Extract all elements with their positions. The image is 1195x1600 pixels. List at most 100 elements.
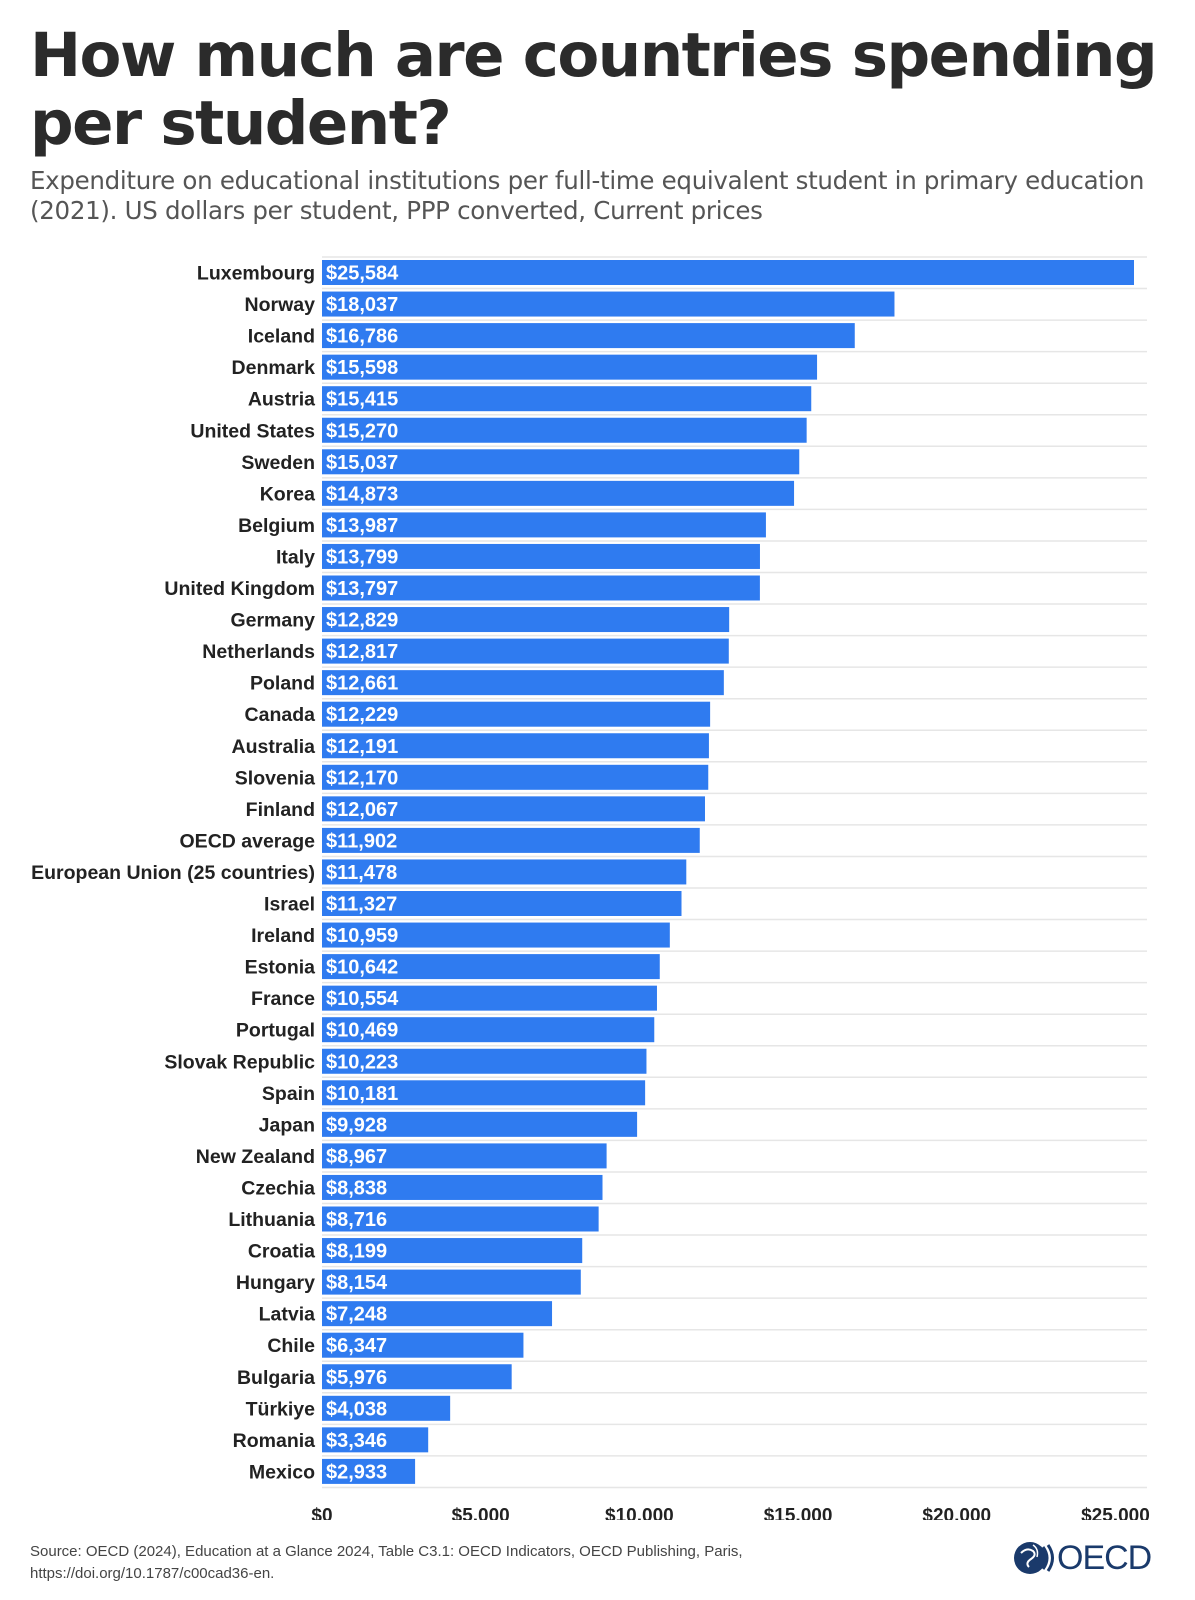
bar	[322, 1206, 599, 1232]
data-label: $9,928	[326, 1114, 387, 1136]
data-label: $15,270	[326, 420, 398, 442]
bar	[322, 1080, 646, 1106]
bar	[322, 417, 807, 443]
x-tick-label: $15,000	[764, 1505, 833, 1520]
data-label: $8,716	[326, 1209, 387, 1231]
oecd-logo-text: OECD	[1057, 1538, 1152, 1577]
data-label: $12,191	[326, 736, 398, 758]
data-label: $15,037	[326, 452, 398, 474]
data-label: $12,229	[326, 704, 398, 726]
category-label: European Union (25 countries)	[31, 862, 315, 884]
bar	[322, 922, 670, 948]
oecd-logo: OECD	[1013, 1536, 1183, 1580]
category-label: United States	[190, 420, 315, 442]
bar	[322, 1238, 583, 1264]
chart-subtitle: Expenditure on educational institutions …	[30, 166, 1145, 225]
data-label: $10,642	[326, 957, 398, 979]
bar	[322, 291, 895, 317]
data-label: $10,469	[326, 1020, 398, 1042]
data-label: $8,154	[326, 1272, 388, 1294]
data-label: $5,976	[326, 1367, 387, 1389]
category-label: OECD average	[180, 830, 316, 852]
bar	[322, 512, 766, 538]
source-line-1: Source: OECD (2024), Education at a Glan…	[30, 1543, 743, 1560]
bar	[322, 859, 687, 885]
data-label: $18,037	[326, 294, 398, 316]
bar	[322, 891, 682, 916]
label-layer: $25,584 Luxembourg $18,037 Norway $16,786 Ice…	[31, 263, 399, 1484]
category-label: Türkiye	[246, 1398, 316, 1420]
bar	[322, 1364, 512, 1390]
bar	[322, 985, 657, 1011]
bar-chart: $25,584 Luxembourg $18,037 Norway $16,786 Ice…	[31, 256, 1150, 1520]
data-label: $11,478	[326, 862, 397, 884]
category-label: Italy	[276, 546, 315, 568]
bar	[322, 1017, 655, 1043]
data-label: $8,967	[326, 1146, 387, 1168]
bar	[322, 575, 760, 601]
category-label: Slovenia	[235, 767, 315, 789]
category-label: Sweden	[241, 452, 315, 474]
data-label: $2,933	[326, 1461, 387, 1483]
bar	[322, 764, 709, 790]
category-label: Mexico	[249, 1461, 315, 1483]
category-label: Korea	[260, 483, 315, 505]
bar	[322, 1048, 647, 1074]
bar	[322, 260, 1134, 285]
bar	[322, 1427, 429, 1453]
bar	[322, 1111, 638, 1137]
category-label: Croatia	[248, 1241, 315, 1263]
chart-title: How much are countries spending per stud…	[30, 20, 1158, 159]
data-label: $10,181	[326, 1083, 398, 1105]
data-label: $4,038	[326, 1398, 387, 1420]
bar	[322, 701, 711, 727]
data-label: $10,554	[326, 988, 399, 1010]
bar	[322, 1269, 581, 1295]
data-label: $12,170	[326, 767, 398, 789]
category-label: Portugal	[236, 1020, 315, 1042]
bar	[322, 1458, 416, 1484]
category-label: Iceland	[248, 326, 315, 348]
category-label: Germany	[230, 610, 315, 632]
data-label: $16,786	[326, 326, 398, 348]
bar	[322, 1174, 603, 1200]
data-label: $15,415	[326, 389, 398, 411]
category-label: Bulgaria	[237, 1367, 315, 1389]
category-label: Latvia	[259, 1304, 316, 1326]
category-label: Japan	[259, 1114, 315, 1136]
bar	[322, 323, 855, 349]
bar	[322, 480, 795, 506]
category-label: Australia	[232, 736, 316, 758]
data-label: $10,959	[326, 925, 398, 947]
category-label: Austria	[248, 389, 315, 411]
data-label: $12,817	[326, 641, 398, 663]
bar	[322, 796, 705, 822]
bar	[322, 354, 818, 380]
category-label: Chile	[267, 1335, 315, 1357]
data-label: $3,346	[326, 1430, 387, 1452]
bar	[322, 638, 729, 664]
category-label: Ireland	[251, 925, 315, 947]
bar	[322, 733, 709, 759]
x-tick-label: $20,000	[922, 1505, 991, 1520]
grid-layer	[322, 256, 1147, 1489]
source-note: Source: OECD (2024), Education at a Glan…	[30, 1541, 930, 1585]
category-label: Hungary	[236, 1272, 315, 1294]
category-label: Estonia	[245, 957, 316, 979]
category-label: Spain	[262, 1083, 315, 1105]
data-label: $13,799	[326, 546, 398, 568]
data-label: $12,067	[326, 799, 398, 821]
x-tick-label: $10,000	[605, 1505, 674, 1520]
data-label: $6,347	[326, 1335, 387, 1357]
bar	[322, 1301, 553, 1327]
category-label: Israel	[264, 894, 315, 916]
bar	[322, 386, 812, 412]
bar	[322, 449, 800, 475]
data-label: $14,873	[326, 483, 398, 505]
source-doi-link[interactable]: https://doi.org/10.1787/c00cad36-en.	[30, 1565, 275, 1582]
bar	[322, 1395, 451, 1421]
data-label: $12,661	[326, 673, 398, 695]
data-label: $10,223	[326, 1051, 398, 1073]
category-label: Romania	[233, 1430, 316, 1452]
category-label: United Kingdom	[164, 578, 315, 600]
